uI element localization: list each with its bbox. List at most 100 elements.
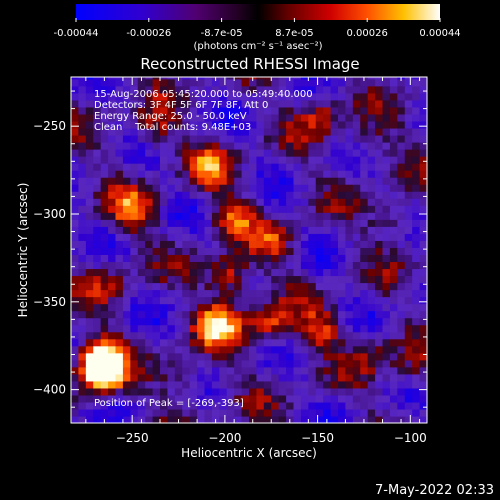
- heatmap-cell: [152, 85, 161, 94]
- heatmap-cell: [108, 149, 117, 157]
- heatmap-cell: [226, 219, 235, 227]
- heatmap-cell: [234, 212, 243, 220]
- heatmap-cell: [389, 233, 398, 241]
- heatmap-cell: [174, 296, 183, 305]
- heatmap-cell: [219, 191, 228, 199]
- heatmap-cell: [115, 170, 124, 178]
- heatmap-cell: [315, 184, 324, 192]
- heatmap-cell: [122, 282, 131, 291]
- heatmap-cell: [152, 275, 161, 284]
- heatmap-cell: [330, 120, 339, 129]
- heatmap-cell: [115, 303, 124, 312]
- heatmap-cell: [404, 310, 413, 319]
- heatmap-cell: [167, 106, 176, 115]
- heatmap-cell: [271, 163, 280, 171]
- heatmap-cell: [338, 380, 347, 389]
- heatmap-cell: [145, 78, 154, 87]
- heatmap-cell: [241, 359, 250, 368]
- heatmap-cell: [315, 345, 324, 354]
- colorbar-tick-label: -8.7e-05: [201, 28, 243, 39]
- heatmap-cell: [389, 275, 398, 284]
- heatmap-cell: [85, 303, 94, 312]
- heatmap-cell: [241, 78, 250, 87]
- heatmap-cell: [278, 198, 287, 206]
- heatmap-cell: [419, 198, 427, 206]
- heatmap-cell: [352, 184, 361, 192]
- y-tick-label: −300: [33, 207, 66, 221]
- heatmap-cell: [71, 310, 80, 319]
- heatmap-cell: [397, 345, 406, 354]
- heatmap-cell: [152, 226, 161, 234]
- heatmap-cell: [330, 184, 339, 192]
- heatmap-cell: [219, 163, 228, 171]
- heatmap-cell: [152, 77, 161, 80]
- heatmap-cell: [271, 219, 280, 227]
- heatmap-cell: [160, 99, 169, 108]
- heatmap-cell: [219, 394, 228, 403]
- heatmap-cell: [271, 106, 280, 115]
- heatmap-cell: [93, 282, 102, 291]
- heatmap-cell: [241, 141, 250, 150]
- colorbar-units: (photons cm⁻² s⁻¹ asec⁻²): [193, 41, 322, 52]
- heatmap-cell: [115, 317, 124, 326]
- heatmap-cell: [211, 226, 220, 234]
- heatmap-cell: [100, 141, 109, 150]
- heatmap-cell: [219, 247, 228, 255]
- colorbar-strip: [76, 4, 440, 20]
- heatmap-cell: [308, 106, 317, 115]
- heatmap-cell: [130, 394, 139, 403]
- heatmap-cell: [174, 163, 183, 171]
- heatmap-cell: [278, 303, 287, 312]
- heatmap-cell: [271, 226, 280, 234]
- heatmap-cell: [100, 191, 109, 199]
- heatmap-cell: [197, 254, 206, 263]
- heatmap-cell: [78, 394, 87, 403]
- heatmap-cell: [115, 149, 124, 157]
- heatmap-cell: [108, 415, 117, 423]
- heatmap-cell: [249, 310, 258, 319]
- heatmap-cell: [271, 359, 280, 368]
- heatmap-cell: [122, 92, 131, 101]
- heatmap-cell: [130, 92, 139, 101]
- heatmap-cell: [271, 170, 280, 178]
- heatmap-cell: [389, 254, 398, 263]
- heatmap-cell: [278, 296, 287, 305]
- heatmap-cell: [152, 366, 161, 375]
- heatmap-cell: [404, 219, 413, 227]
- heatmap-cell: [115, 163, 124, 171]
- heatmap-cell: [345, 345, 354, 354]
- heatmap-cell: [226, 324, 235, 333]
- heatmap-cell: [352, 156, 361, 164]
- heatmap-cell: [167, 198, 176, 206]
- heatmap-cell: [152, 120, 161, 129]
- heatmap-cell: [108, 282, 117, 291]
- heatmap-cell: [345, 85, 354, 94]
- heatmap-cell: [219, 261, 228, 270]
- heatmap-cell: [315, 149, 324, 157]
- heatmap-cell: [189, 106, 198, 115]
- heatmap-cell: [389, 226, 398, 234]
- heatmap-cell: [160, 177, 169, 185]
- heatmap-cell: [78, 127, 87, 136]
- heatmap-cell: [160, 198, 169, 206]
- heatmap-cell: [85, 127, 94, 136]
- heatmap-cell: [293, 275, 302, 284]
- heatmap-cell: [419, 226, 427, 234]
- heatmap-cell: [85, 149, 94, 157]
- heatmap-cell: [360, 338, 369, 347]
- heatmap-cell: [234, 106, 243, 115]
- heatmap-cell: [286, 212, 295, 220]
- heatmap-cell: [315, 212, 324, 220]
- heatmap-cell: [397, 184, 406, 192]
- heatmap-cell: [71, 275, 80, 284]
- heatmap-cell: [300, 170, 309, 178]
- heatmap-cell: [78, 113, 87, 122]
- heatmap-cell: [152, 156, 161, 164]
- heatmap-cell: [197, 247, 206, 255]
- heatmap-cell: [330, 163, 339, 171]
- heatmap-cell: [71, 401, 80, 410]
- heatmap-cell: [375, 127, 384, 136]
- heatmap-cell: [256, 141, 265, 150]
- heatmap-cell: [360, 78, 369, 87]
- heatmap-cell: [412, 380, 421, 389]
